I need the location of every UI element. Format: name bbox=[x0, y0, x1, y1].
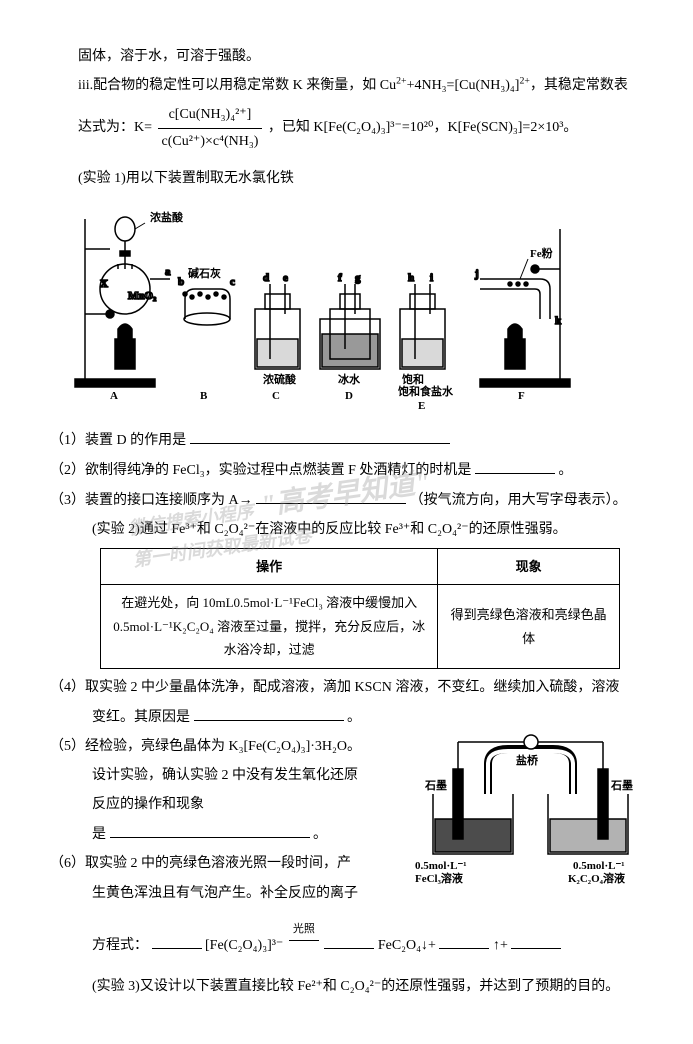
svg-text:X: X bbox=[100, 278, 108, 290]
q5-label: （5）经检验，亮绿色晶体为 K₃[Fe(C₂O₄)₃]·3H₂O。 bbox=[50, 739, 361, 754]
table-phenom: 得到亮绿色溶液和亮绿色晶体 bbox=[438, 585, 620, 668]
q3: （3）装置的接口连接顺序为 A→ （按气流方向，用大写字母表示）。 bbox=[50, 487, 643, 513]
svg-text:MnO₂: MnO₂ bbox=[128, 290, 157, 302]
apparatus-diagram: X MnO₂ a 浓盐酸 A b c 碱石灰 B d e 浓硫酸 C bbox=[70, 199, 630, 419]
frac-den: c(Cu²⁺)×c⁴(NH₃) bbox=[158, 129, 263, 154]
q3-tail: （按气流方向，用大写字母表示）。 bbox=[410, 493, 627, 508]
svg-text:0.5mol·L⁻¹: 0.5mol·L⁻¹ bbox=[415, 860, 467, 872]
q6-eq3: ↑+ bbox=[493, 938, 508, 953]
q6-cond: 光照 bbox=[289, 920, 319, 941]
q6-eq: 方程式： [Fe(C₂O₄)₃]³⁻ 光照 FeC₂O₄↓+ ↑+ bbox=[50, 920, 643, 961]
svg-text:k: k bbox=[555, 315, 562, 327]
q4: （4）取实验 2 中少量晶体洗净，配成溶液，滴加 KSCN 溶液，不变红。继续加… bbox=[50, 675, 643, 700]
intro-line2-eq: +4NH₃=[Cu(NH₃)₄] bbox=[407, 78, 520, 93]
intro-line1: 固体，溶于水，可溶于强酸。 bbox=[50, 44, 643, 69]
q4-blank bbox=[194, 704, 344, 721]
svg-text:饱和食盐水: 饱和食盐水 bbox=[398, 384, 454, 398]
q4-tail: 。 bbox=[347, 710, 361, 725]
svg-text:Fe粉: Fe粉 bbox=[530, 246, 553, 260]
svg-text:A: A bbox=[110, 390, 118, 402]
svg-text:0.5mol·L⁻¹: 0.5mol·L⁻¹ bbox=[573, 860, 625, 872]
exp1-title: (实验 1)用以下装置制取无水氯化铁 bbox=[50, 166, 643, 191]
intro-line2-suffix: ，其稳定常数表 bbox=[530, 78, 628, 93]
q6-label: （6）取实验 2 中的亮绿色溶液光照一段时间，产 bbox=[50, 856, 351, 871]
svg-text:浓硫酸: 浓硫酸 bbox=[263, 372, 297, 386]
exp2-title: (实验 2)通过 Fe³⁺和 C₂O₄²⁻在溶液中的反应比较 Fe³⁺和 C₂O… bbox=[50, 517, 643, 542]
svg-text:浓盐酸: 浓盐酸 bbox=[150, 210, 184, 224]
q6-blank4 bbox=[511, 932, 561, 949]
intro-line3-prefix: 达式为：K= bbox=[78, 120, 152, 135]
svg-text:盐桥: 盐桥 bbox=[516, 753, 539, 767]
intro-line2-prefix: iii.配合物的稳定性可以用稳定常数 K 来衡量，如 Cu bbox=[78, 78, 396, 93]
svg-text:K₂C₂O₄溶液: K₂C₂O₄溶液 bbox=[568, 871, 626, 885]
q4-label: （4）取实验 2 中少量晶体洗净，配成溶液，滴加 KSCN 溶液，不变红。继续加… bbox=[50, 680, 619, 695]
q3-blank bbox=[256, 487, 406, 504]
q2: （2）欲制得纯净的 FeCl₃，实验过程中点燃装置 F 处酒精灯的时机是 。 bbox=[50, 457, 643, 483]
q3-label: （3）装置的接口连接顺序为 A→ bbox=[50, 493, 253, 508]
svg-text:F: F bbox=[518, 390, 525, 402]
q5-blank bbox=[110, 821, 310, 838]
svg-text:d: d bbox=[263, 272, 269, 284]
svg-text:B: B bbox=[200, 390, 208, 402]
svg-text:i: i bbox=[430, 272, 433, 284]
q6-blank1 bbox=[152, 932, 202, 949]
svg-text:e: e bbox=[283, 272, 288, 284]
table-h2: 现象 bbox=[438, 549, 620, 585]
svg-text:FeCl₃溶液: FeCl₃溶液 bbox=[415, 871, 464, 885]
svg-text:石墨: 石墨 bbox=[424, 779, 447, 792]
table-h1: 操作 bbox=[101, 549, 438, 585]
q1-label: （1）装置 D 的作用是 bbox=[50, 433, 186, 448]
table-op: 在避光处，向 10mL0.5mol·L⁻¹FeCl₃ 溶液中缓慢加入 0.5mo… bbox=[101, 585, 438, 668]
svg-text:a: a bbox=[165, 266, 171, 278]
svg-text:C: C bbox=[272, 390, 280, 402]
svg-text:冰水: 冰水 bbox=[338, 372, 361, 386]
svg-text:饱和: 饱和 bbox=[402, 372, 424, 386]
intro-line3: 达式为：K= c[Cu(NH₃)₄²⁺] c(Cu²⁺)×c⁴(NH₃) ，已知… bbox=[50, 102, 643, 153]
exp2-table: 操作 现象 在避光处，向 10mL0.5mol·L⁻¹FeCl₃ 溶液中缓慢加入… bbox=[100, 548, 620, 669]
svg-text:f: f bbox=[338, 272, 342, 284]
q6-eq1: [Fe(C₂O₄)₃]³⁻ bbox=[205, 938, 283, 953]
frac-num: c[Cu(NH₃)₄²⁺] bbox=[158, 102, 263, 128]
svg-text:c: c bbox=[230, 276, 235, 288]
q5-tail: 。 bbox=[313, 827, 327, 842]
q2-tail: 。 bbox=[558, 463, 572, 478]
q5-line4: 是 bbox=[92, 827, 106, 842]
intro-line2: iii.配合物的稳定性可以用稳定常数 K 来衡量，如 Cu2++4NH₃=[Cu… bbox=[50, 73, 643, 98]
exp3: (实验 3)又设计以下装置直接比较 Fe²⁺和 C₂O₄²⁻的还原性强弱，并达到… bbox=[50, 974, 643, 999]
q6-blank2 bbox=[324, 932, 374, 949]
svg-text:j: j bbox=[474, 268, 479, 280]
q6-blank3 bbox=[439, 932, 489, 949]
q4-line2-text: 变红。其原因是 bbox=[92, 710, 190, 725]
svg-text:石墨: 石墨 bbox=[610, 779, 633, 792]
svg-text:b: b bbox=[178, 276, 184, 288]
svg-text:D: D bbox=[345, 390, 353, 402]
svg-text:g: g bbox=[355, 272, 361, 284]
q2-blank bbox=[475, 457, 555, 474]
q6-eq2: FeC₂O₄↓+ bbox=[378, 938, 436, 953]
svg-text:碱石灰: 碱石灰 bbox=[188, 266, 221, 280]
q2-label: （2）欲制得纯净的 FeCl₃，实验过程中点燃装置 F 处酒精灯的时机是 bbox=[50, 463, 471, 478]
svg-text:h: h bbox=[408, 272, 414, 284]
q6-eq-prefix: 方程式： bbox=[92, 938, 148, 953]
electro-diagram: 盐桥 石墨 石墨 0.5mol·L⁻¹ FeCl₃溶液 0.5mol·L⁻¹ K… bbox=[413, 734, 643, 894]
q1: （1）装置 D 的作用是 bbox=[50, 427, 643, 453]
stability-fraction: c[Cu(NH₃)₄²⁺] c(Cu²⁺)×c⁴(NH₃) bbox=[158, 102, 263, 153]
intro-line3-mid: ，已知 K[Fe(C₂O₄)₃]³⁻=10²⁰，K[Fe(SCN)₃]=2×10… bbox=[268, 120, 578, 135]
q1-blank bbox=[190, 427, 450, 444]
svg-text:E: E bbox=[418, 400, 425, 412]
q4-line2: 变红。其原因是 。 bbox=[50, 704, 643, 730]
